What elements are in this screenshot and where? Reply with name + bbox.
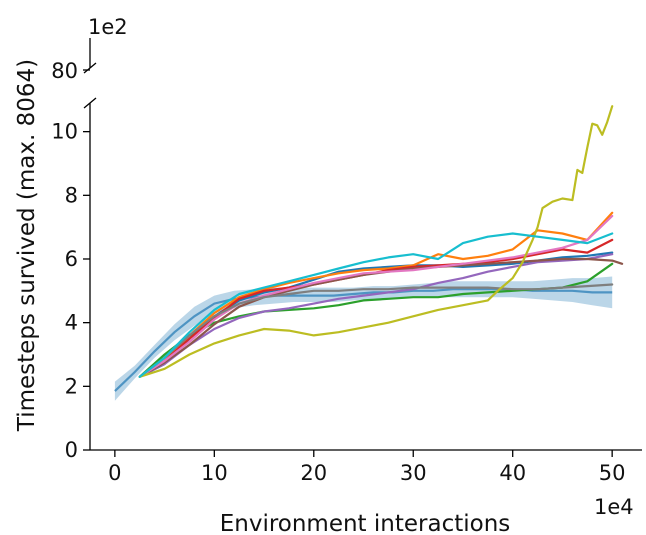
y-tick-label: 4 <box>65 311 78 335</box>
x-tick-label: 40 <box>499 461 526 485</box>
x-tick-label: 0 <box>108 461 121 485</box>
x-axis-label: Environment interactions <box>220 511 511 535</box>
axis-break-mark <box>83 97 97 109</box>
y-tick-label: 8 <box>65 183 78 207</box>
x-tick-label: 50 <box>599 461 626 485</box>
axes: 0 10 20 30 40 50 0 2 4 6 8 10 80 <box>51 38 642 485</box>
x-exponent-label: 1e4 <box>594 495 634 519</box>
x-tick-label: 30 <box>400 461 427 485</box>
x-tick-label: 20 <box>300 461 327 485</box>
y-tick-label: 2 <box>65 374 78 398</box>
series-line-10 <box>138 232 614 378</box>
x-tick-label: 10 <box>201 461 228 485</box>
y-tick-label: 10 <box>51 120 78 144</box>
series-line-9 <box>138 105 614 378</box>
series-line-8 <box>138 283 614 378</box>
y-tick-label: 0 <box>65 438 78 462</box>
y-axis-label: Timesteps survived (max. 8064) <box>14 59 40 432</box>
series-lines <box>138 105 624 378</box>
series-line-7 <box>138 214 614 378</box>
y-exponent-label: 1e2 <box>88 15 128 39</box>
series-line-2 <box>138 211 614 378</box>
y-tick-label: 6 <box>65 247 78 271</box>
y-break-tick-label: 80 <box>51 59 78 83</box>
band-area <box>114 276 613 401</box>
series-line-5 <box>138 253 614 378</box>
